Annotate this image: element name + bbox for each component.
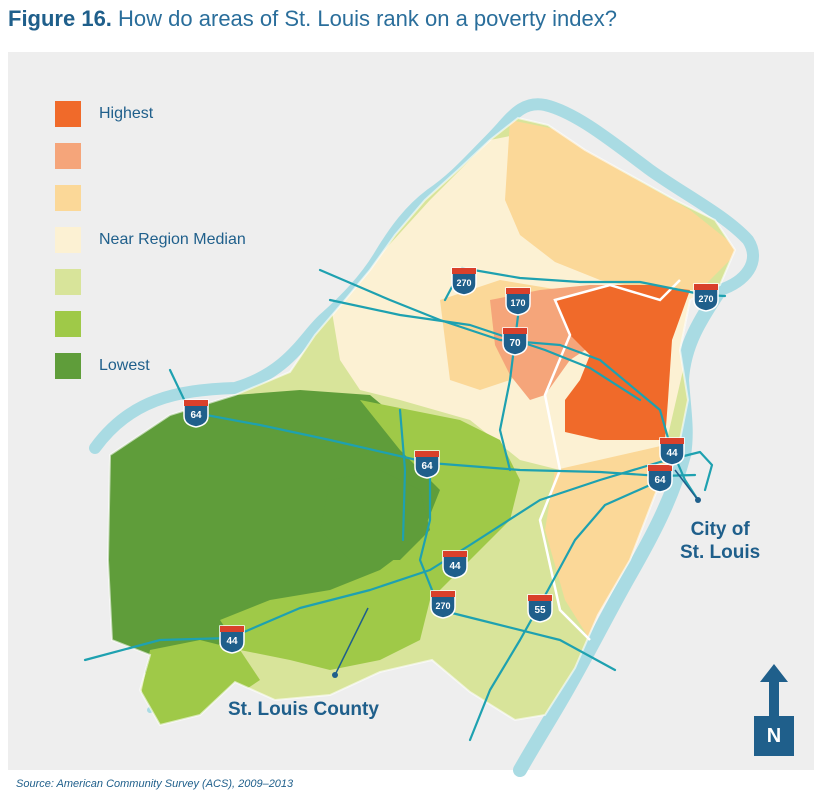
shield-i55-number: 55 xyxy=(534,605,546,616)
i55-route xyxy=(468,483,652,742)
zone-light-orange-north xyxy=(505,120,735,290)
source-note: Source: American Community Survey (ACS),… xyxy=(16,778,294,790)
county-callout-dot xyxy=(332,672,338,678)
shield-i64-central-number: 64 xyxy=(421,461,433,472)
city-callout-line xyxy=(674,469,699,501)
i170-route xyxy=(498,298,522,472)
city-callout-dot xyxy=(695,497,701,503)
zone-green-central xyxy=(220,400,520,670)
figure-title: Figure 16. How do areas of St. Louis ran… xyxy=(8,6,617,32)
legend-swatch xyxy=(55,101,81,127)
shield-i170: 170 xyxy=(505,287,531,316)
shield-i44-east: 44 xyxy=(659,437,685,466)
figure-number: Figure 16. xyxy=(8,6,112,31)
legend: Highest Near Region Median Lowest xyxy=(55,93,246,387)
city-label-line1: City of xyxy=(690,519,750,540)
shield-i44-west-number: 44 xyxy=(226,636,238,647)
legend-item-near-median: Near Region Median xyxy=(55,219,246,261)
shield-i64-west-number: 64 xyxy=(190,410,202,421)
legend-item-low xyxy=(55,303,246,345)
city-boundary xyxy=(538,279,681,641)
county-label: St. Louis County xyxy=(228,699,379,720)
county-boundary xyxy=(106,116,737,727)
shield-i55: 55 xyxy=(527,594,553,623)
shield-i64-east-number: 64 xyxy=(654,475,666,486)
legend-item-above-median xyxy=(55,177,246,219)
shield-i64-central: 64 xyxy=(414,450,440,479)
shield-i70: 70 xyxy=(502,327,528,356)
legend-item-highest: Highest xyxy=(55,93,246,135)
city-label-line2: St. Louis xyxy=(680,542,761,563)
shield-i64-west: 64 xyxy=(183,399,209,428)
zone-lowest-west xyxy=(108,390,470,680)
legend-label: Highest xyxy=(99,105,154,122)
north-arrow-icon xyxy=(760,664,788,720)
legend-swatch xyxy=(55,185,81,211)
shield-i270-northeast: 270 xyxy=(693,283,719,312)
legend-label: Lowest xyxy=(99,357,150,374)
legend-item-lowest: Lowest xyxy=(55,345,246,387)
county-callout-line xyxy=(334,607,369,676)
shield-i270-north: 270 xyxy=(451,267,477,296)
legend-swatch xyxy=(55,269,81,295)
figure-title-text: How do areas of St. Louis rank on a pove… xyxy=(118,6,617,31)
north-label: N xyxy=(754,716,794,756)
zone-green-south xyxy=(140,640,260,725)
shield-i44-east-number: 44 xyxy=(666,448,678,459)
i64-west-spur xyxy=(398,408,407,542)
zone-light-orange-south-city xyxy=(545,445,690,640)
legend-swatch xyxy=(55,143,81,169)
shield-i44-central: 44 xyxy=(442,550,468,579)
legend-swatch xyxy=(55,227,81,253)
shield-i44-west: 44 xyxy=(219,625,245,654)
legend-item-below-median xyxy=(55,261,246,303)
zone-highest xyxy=(555,285,690,440)
legend-swatch xyxy=(55,353,81,379)
shield-i270-northeast-number: 270 xyxy=(698,294,713,304)
north-arrow: N xyxy=(754,664,794,756)
shield-i270-north-number: 270 xyxy=(456,278,471,288)
legend-label: Near Region Median xyxy=(99,231,246,248)
legend-swatch xyxy=(55,311,81,337)
shield-i44-central-number: 44 xyxy=(449,561,461,572)
shield-i270-south-number: 270 xyxy=(435,601,450,611)
shield-i70-number: 70 xyxy=(509,338,521,349)
city-label: City of St. Louis xyxy=(680,518,760,564)
shield-i270-south: 270 xyxy=(430,590,456,619)
legend-item-high xyxy=(55,135,246,177)
i270-route xyxy=(318,268,672,447)
shield-i64-east: 64 xyxy=(647,464,673,493)
shield-i170-number: 170 xyxy=(510,298,525,308)
